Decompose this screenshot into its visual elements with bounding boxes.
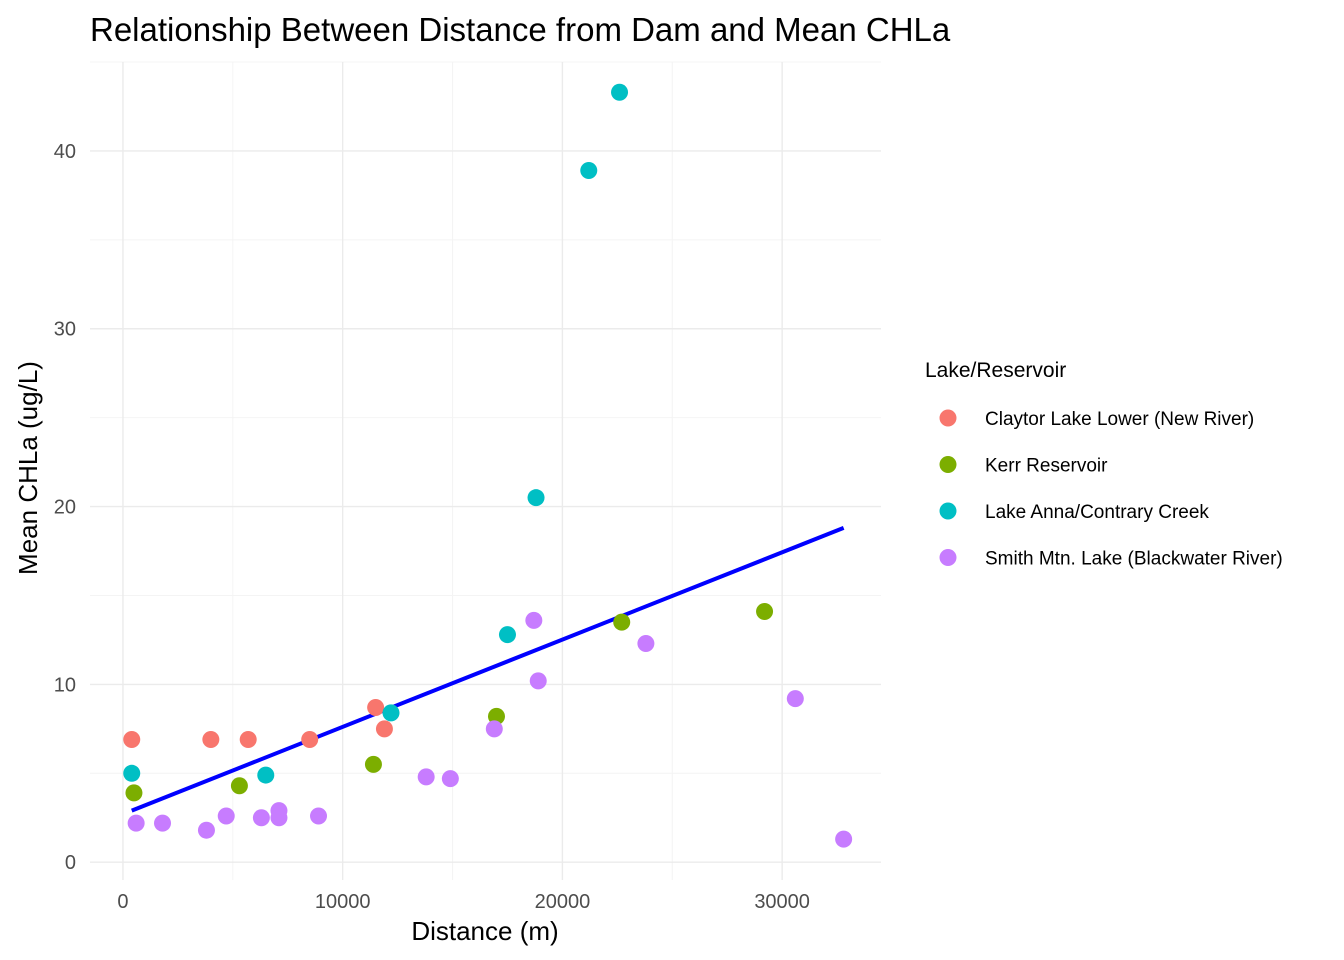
legend-key [939, 549, 957, 566]
data-point [485, 720, 503, 738]
data-point [127, 814, 145, 832]
x-tick-label: 20000 [535, 891, 591, 913]
trend-line-layer [131, 526, 845, 813]
legend: Lake/Reservoir Claytor Lake Lower (New R… [925, 359, 1283, 570]
data-point [230, 777, 248, 795]
data-point [257, 766, 275, 784]
data-point [498, 626, 516, 644]
data-point [611, 83, 629, 101]
data-point [786, 690, 804, 708]
legend-key [939, 409, 957, 427]
x-axis-label: Distance (m) [411, 916, 558, 946]
data-point [125, 784, 143, 802]
legend-label: Smith Mtn. Lake (Blackwater River) [985, 549, 1283, 570]
data-point [202, 731, 220, 749]
grid [90, 61, 881, 880]
data-point [367, 699, 385, 717]
data-point [529, 672, 547, 690]
data-point [270, 809, 288, 827]
y-tick-label: 0 [65, 852, 76, 874]
y-tick-label: 30 [54, 319, 76, 341]
data-point [154, 814, 172, 832]
data-point [417, 768, 435, 786]
data-point [239, 731, 257, 749]
x-tick-label: 30000 [754, 891, 810, 913]
data-point [217, 807, 235, 825]
data-point [756, 602, 774, 620]
data-point [441, 770, 459, 788]
data-point [375, 720, 393, 738]
trend-line [131, 526, 845, 813]
axis-ticks: 0 10000 20000 30000 0 10 20 30 40 [54, 141, 810, 913]
data-point [613, 613, 631, 631]
legend-label: Kerr Reservoir [985, 456, 1108, 477]
data-point [364, 755, 382, 773]
y-tick-label: 20 [54, 497, 76, 519]
data-point [527, 489, 545, 507]
x-tick-label: 10000 [315, 891, 371, 913]
data-point [252, 809, 270, 827]
y-tick-label: 40 [54, 141, 76, 163]
legend-key [939, 456, 957, 473]
legend-title: Lake/Reservoir [925, 359, 1066, 382]
data-point [301, 731, 319, 749]
legend-key [939, 502, 957, 520]
data-point [525, 611, 543, 629]
legend-items: Claytor Lake Lower (New River) Kerr Reser… [939, 409, 1283, 570]
legend-label: Claytor Lake Lower (New River) [985, 409, 1254, 430]
x-tick-label: 0 [117, 891, 128, 913]
data-points [123, 83, 853, 848]
data-point [123, 764, 141, 782]
data-point [637, 634, 655, 652]
y-axis-label: Mean CHLa (ug/L) [13, 361, 43, 575]
data-point [197, 821, 215, 839]
legend-label: Lake Anna/Contrary Creek [985, 502, 1209, 523]
data-point [310, 807, 328, 825]
y-tick-label: 10 [54, 674, 76, 696]
chart-title: Relationship Between Distance from Dam a… [90, 11, 951, 48]
data-point [382, 704, 400, 722]
data-point [580, 161, 598, 179]
data-point [835, 830, 853, 848]
data-point [123, 731, 141, 749]
